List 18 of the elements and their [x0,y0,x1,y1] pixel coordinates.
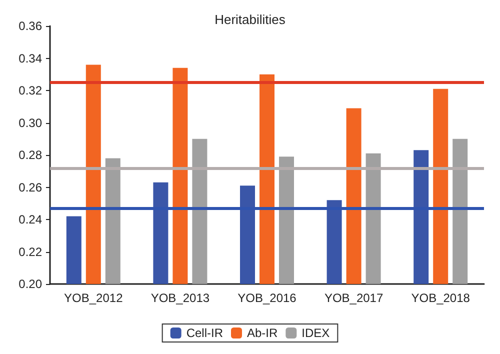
y-tick-label: 0.20 [18,277,42,291]
y-tick-label: 0.22 [18,244,42,259]
x-tick-label: YOB_2018 [411,291,470,305]
x-tick-label: YOB_2013 [150,291,210,305]
legend-label: IDEX [302,326,330,340]
x-tick-label: YOB_2016 [238,291,297,305]
legend-label: Cell-IR [186,326,224,340]
y-tick-label: 0.28 [18,148,42,162]
x-tick-label: YOB_2017 [324,291,384,305]
y-tick-label: 0.36 [18,19,42,33]
y-tick-label: 0.26 [18,180,42,194]
x-tick-label: YOB_2012 [64,291,124,305]
legend-label: Ab-IR [246,326,278,340]
y-tick-label: 0.32 [18,84,42,98]
y-tick-label: 0.30 [18,116,42,130]
chart-title: Heritabilities [214,12,286,27]
y-tick-label: 0.34 [18,51,42,66]
y-tick-label: 0.24 [18,212,42,226]
